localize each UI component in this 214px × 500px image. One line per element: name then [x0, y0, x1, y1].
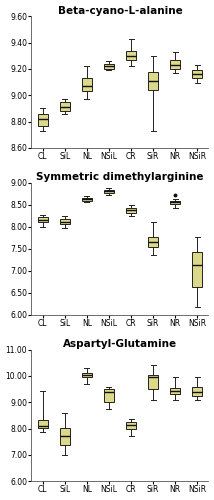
PathPatch shape [126, 422, 136, 429]
Title: Beta-cyano-L-alanine: Beta-cyano-L-alanine [58, 6, 182, 16]
Title: Symmetric dimethylarginine: Symmetric dimethylarginine [36, 172, 204, 182]
PathPatch shape [37, 114, 48, 126]
PathPatch shape [104, 389, 114, 402]
PathPatch shape [37, 420, 48, 428]
PathPatch shape [82, 374, 92, 378]
PathPatch shape [170, 388, 180, 394]
PathPatch shape [192, 386, 202, 396]
PathPatch shape [126, 208, 136, 213]
PathPatch shape [60, 428, 70, 445]
PathPatch shape [148, 374, 158, 388]
Title: Aspartyl-Glutamine: Aspartyl-Glutamine [63, 339, 177, 349]
PathPatch shape [37, 217, 48, 222]
PathPatch shape [192, 252, 202, 288]
PathPatch shape [82, 198, 92, 200]
PathPatch shape [82, 78, 92, 92]
PathPatch shape [192, 70, 202, 78]
PathPatch shape [104, 190, 114, 192]
PathPatch shape [60, 219, 70, 224]
PathPatch shape [170, 60, 180, 69]
PathPatch shape [126, 50, 136, 60]
PathPatch shape [60, 102, 70, 111]
PathPatch shape [148, 72, 158, 90]
PathPatch shape [104, 64, 114, 69]
PathPatch shape [170, 200, 180, 204]
PathPatch shape [148, 236, 158, 246]
